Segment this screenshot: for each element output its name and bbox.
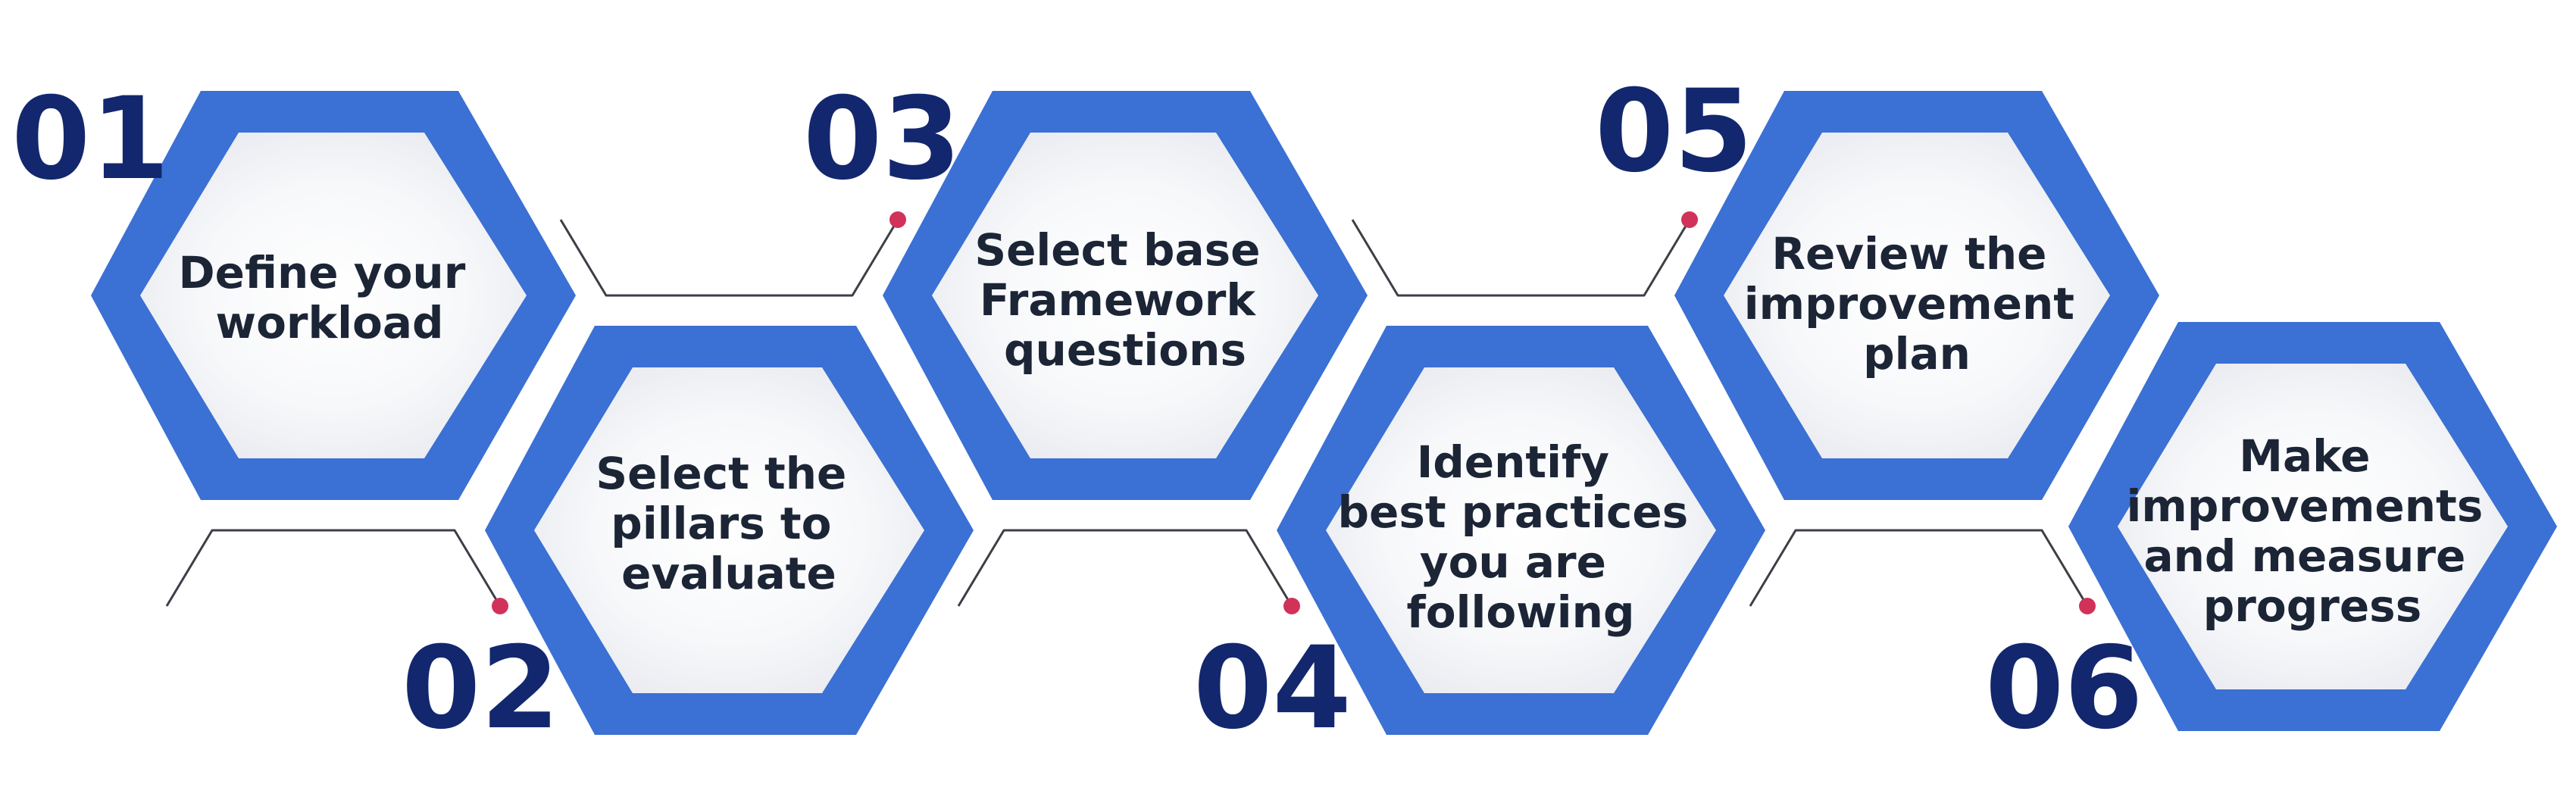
step-label-line: Framework [980, 274, 1256, 326]
step-label: Define your workload [178, 247, 480, 348]
step-label-line: evaluate [621, 548, 836, 599]
connector-dot [1681, 211, 1698, 228]
step-number: 06 [1985, 623, 2143, 755]
hexagon-body [1724, 133, 2110, 458]
connector-2-3 [559, 219, 899, 297]
connector-3-4 [957, 529, 1293, 607]
step-label-line: Review the [1771, 228, 2046, 280]
step-number: 05 [1595, 66, 1753, 198]
connector-1-2 [165, 529, 502, 607]
connector-dot [889, 211, 906, 228]
step-3: 03 Select base Framework questions [803, 73, 1368, 500]
step-4: 04 Identify best practices you are follo… [1193, 326, 1765, 755]
step-1: 01 Define your workload [11, 73, 576, 500]
step-5: 05 Review the improvement plan [1595, 66, 2159, 500]
step-label-line: Select the [596, 448, 846, 499]
connectors [165, 211, 2096, 614]
step-number: 01 [11, 73, 170, 205]
step-number: 03 [803, 73, 961, 205]
step-label-line: you are [1420, 536, 1606, 588]
hexagon-body [932, 133, 1318, 458]
step-label-line: pillars to [611, 498, 831, 549]
step-label-line: workload [216, 297, 444, 348]
step-label-line: improvements [2127, 480, 2484, 532]
step-label-line: best practices [1338, 486, 1689, 538]
step-2: 02 Select the pillars to evaluate [402, 326, 974, 755]
step-number: 04 [1193, 623, 1352, 755]
step-label-line: improvement [1744, 278, 2074, 330]
step-label-line: Define your [178, 247, 465, 298]
step-label-line: following [1407, 586, 1635, 638]
connector-5-6 [1749, 529, 2089, 607]
step-label: Review the improvement plan [1744, 228, 2090, 380]
hexagon-body [140, 133, 527, 458]
step-label-line: Make [2239, 430, 2370, 482]
connector-dot [1283, 598, 1300, 614]
step-label-line: Select base [974, 224, 1260, 276]
connector-dot [2079, 598, 2096, 614]
hexagon-body [1326, 367, 1716, 693]
step-number: 02 [402, 623, 560, 755]
step-label: Identify best practices you are followin… [1338, 436, 1704, 638]
step-label-line: questions [1004, 324, 1246, 376]
connector-4-5 [1351, 219, 1691, 297]
step-label-line: and measure [2143, 530, 2465, 582]
step-label: Make improvements and measure progress [2127, 430, 2499, 632]
step-label-line: Identify [1417, 436, 1609, 488]
connector-dot [492, 598, 508, 614]
step-label-line: plan [1863, 328, 1971, 380]
hexagon-body [2118, 364, 2508, 689]
step-6: 06 Make improvements and measure progres… [1985, 322, 2557, 755]
hexagon-body [534, 367, 924, 693]
step-label: Select base Framework questions [974, 224, 1275, 376]
step-label: Select the pillars to evaluate [596, 448, 861, 599]
step-label-line: progress [2203, 580, 2421, 632]
